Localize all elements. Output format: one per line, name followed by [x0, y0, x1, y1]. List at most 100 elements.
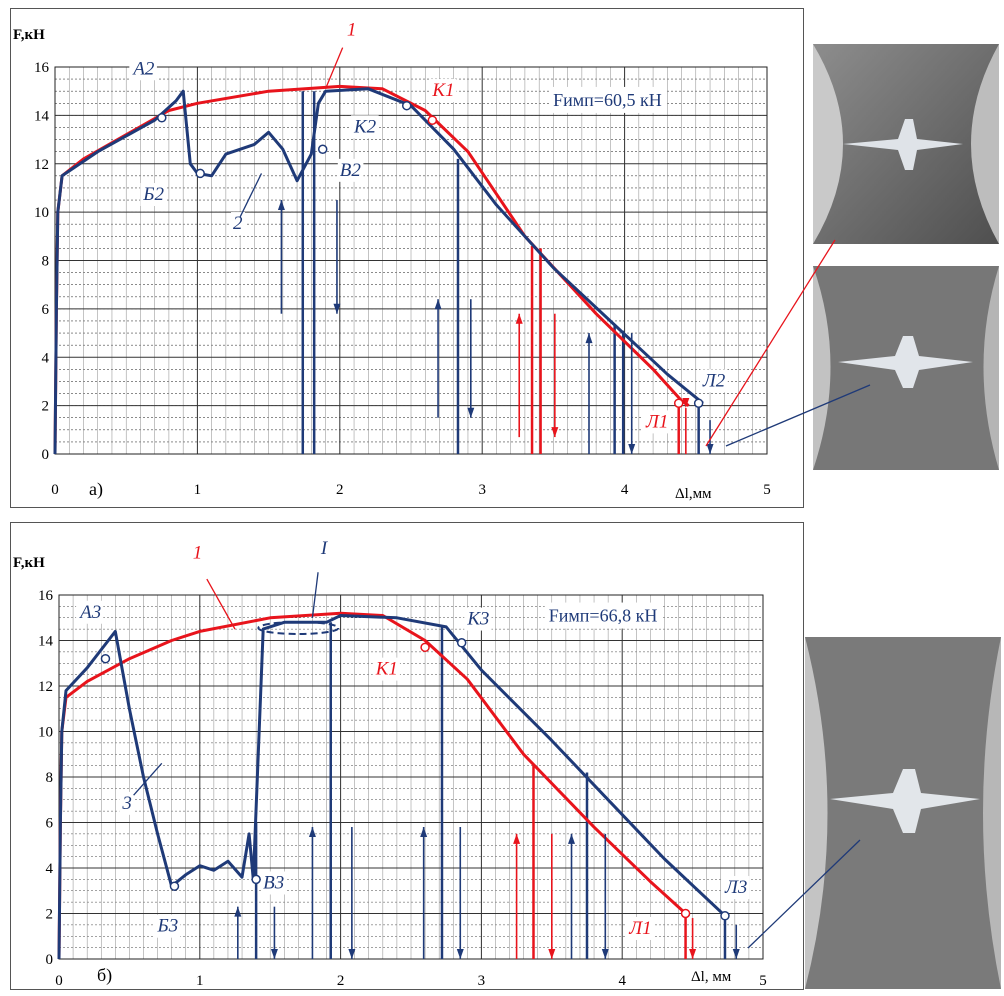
y-axis-label: F,кН [13, 555, 45, 571]
label-bg [129, 57, 157, 81]
leader-line-I [311, 572, 319, 618]
point-marker [693, 398, 704, 408]
x-axis-label: Δl, мм [691, 969, 732, 985]
x-tick-label: 4 [621, 482, 629, 498]
x-tick-label: 0 [55, 973, 63, 989]
y-tick-label: 4 [46, 861, 54, 877]
point-marker [195, 168, 205, 179]
point-label: Л1 [628, 918, 651, 939]
y-tick-label: 2 [46, 907, 54, 923]
specimen-photo-a-bottom [813, 266, 999, 470]
point-label: Б3 [157, 916, 179, 937]
y-tick-label: 10 [38, 725, 53, 741]
leader-line-1 [206, 578, 236, 630]
point-marker [427, 115, 438, 125]
series-line-1 [53, 84, 690, 455]
y-tick-label: 0 [46, 952, 54, 968]
x-tick-label: 2 [336, 482, 344, 498]
point-label: Л2 [702, 370, 726, 391]
x-axis-label: Δl,мм [675, 486, 712, 502]
point-label: К1 [375, 659, 398, 680]
label-bg [231, 212, 245, 236]
point-marker [169, 881, 180, 891]
label-bg [642, 410, 671, 434]
x-tick-label: 2 [337, 973, 345, 989]
arrow-head [732, 949, 740, 959]
point-marker [100, 653, 111, 664]
label-bg [464, 607, 492, 631]
arrow-head [628, 444, 636, 454]
y-tick-label: 8 [46, 770, 54, 786]
label-bg [317, 537, 331, 561]
point-label: 1 [193, 543, 203, 564]
label-bg [626, 916, 654, 940]
y-tick-label: 14 [38, 634, 54, 650]
y-tick-label: 16 [38, 588, 54, 604]
label-bg [154, 914, 181, 938]
point-label: К1 [431, 80, 454, 101]
label-bg [337, 158, 364, 182]
label-bg [119, 791, 134, 815]
label-bg [76, 600, 104, 624]
annotation-text: Fимп=60,5 кН [553, 90, 662, 110]
point-marker [456, 638, 467, 648]
point-marker [673, 398, 684, 408]
arrow-head [706, 444, 714, 454]
point-label: К2 [353, 116, 377, 137]
x-tick-label: 5 [759, 973, 767, 989]
annotation-box [549, 86, 666, 113]
x-tick-label: 3 [478, 973, 486, 989]
arrow-head [348, 949, 356, 959]
chart-panel-a: 0 2 4 6 8 10 12 14 16 0 1 2 3 4 5 F,кН Δl,мм а) Fимп=60,5 … [10, 8, 804, 508]
arrow-head [420, 827, 428, 838]
point-label: К3 [466, 609, 489, 630]
x-tick-label: 3 [478, 482, 486, 498]
label-bg [372, 657, 400, 681]
point-marker [251, 874, 261, 885]
point-marker [401, 100, 412, 111]
point-marker [317, 144, 328, 154]
label-bg [344, 18, 359, 42]
y-tick-label: 6 [46, 816, 54, 832]
point-marker [720, 911, 730, 921]
y-tick-label: 0 [42, 447, 50, 463]
point-label: А3 [78, 602, 101, 623]
arrow-head [333, 303, 341, 314]
label-bg [351, 115, 379, 139]
leader-line-1 [324, 47, 344, 90]
point-marker [420, 642, 430, 653]
point-label: 2 [233, 213, 243, 234]
leader-line-3 [133, 762, 163, 796]
y-tick-label: 12 [34, 157, 49, 173]
point-label: I [320, 538, 329, 559]
arrow-head [277, 200, 285, 211]
label-bg [261, 871, 287, 895]
arrow-head [682, 398, 690, 409]
x-tick-label: 4 [618, 973, 626, 989]
y-tick-label: 4 [42, 350, 50, 366]
x-tick-label: 5 [763, 482, 771, 498]
arrow-head [515, 313, 523, 324]
point-label: Б2 [142, 184, 164, 205]
y-tick-label: 6 [42, 302, 50, 318]
y-axis-label: F,кН [13, 27, 45, 43]
arrow-head [467, 407, 475, 418]
point-label: Л3 [724, 877, 747, 898]
y-tick-label: 8 [42, 254, 50, 270]
point-label: Л1 [645, 411, 668, 432]
arrow-head [585, 333, 593, 344]
y-tick-label: 12 [38, 679, 53, 695]
point-marker [157, 113, 167, 123]
point-label: 1 [347, 20, 357, 41]
panel-label: а) [89, 479, 103, 500]
y-tick-label: 10 [34, 205, 49, 221]
y-tick-label: 16 [34, 60, 50, 76]
arrow-head [689, 949, 697, 959]
arrow-head [234, 906, 242, 917]
arrow-head [551, 427, 559, 438]
label-bg [190, 541, 205, 565]
series-line-2 [53, 87, 704, 455]
point-marker [680, 908, 691, 919]
annotation-box [544, 602, 662, 629]
point-label: В3 [263, 872, 284, 893]
